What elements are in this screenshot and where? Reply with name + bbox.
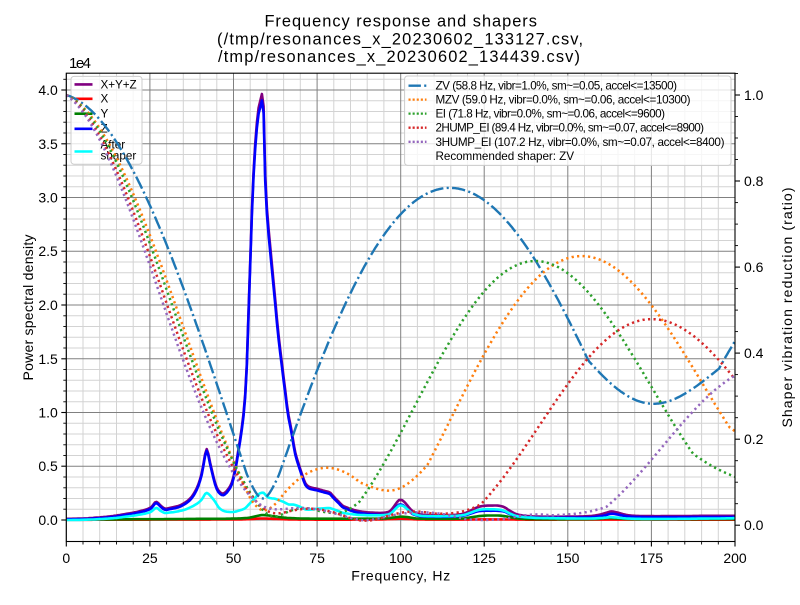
svg-text:3HUMP_EI (107.2 Hz, vibr=0.0%,: 3HUMP_EI (107.2 Hz, vibr=0.0%, sm~=0.07,…	[436, 136, 725, 149]
svg-text:25: 25	[142, 550, 158, 566]
svg-text:0.0: 0.0	[744, 517, 764, 533]
svg-text:Z: Z	[101, 123, 108, 136]
svg-text:125: 125	[473, 550, 497, 566]
svg-text:150: 150	[556, 550, 580, 566]
svg-text:75: 75	[309, 550, 325, 566]
svg-text:3.5: 3.5	[38, 136, 58, 152]
svg-text:0.8: 0.8	[744, 173, 764, 189]
svg-text:X: X	[101, 93, 109, 106]
svg-text:/tmp/resonances_x_20230602_134: /tmp/resonances_x_20230602_134439.csv)	[218, 48, 580, 66]
svg-text:Recommended shaper: ZV: Recommended shaper: ZV	[436, 150, 575, 163]
svg-text:1.0: 1.0	[744, 87, 764, 103]
svg-text:0: 0	[62, 550, 70, 566]
svg-text:MZV (59.0 Hz, vibr=0.0%, sm~=0: MZV (59.0 Hz, vibr=0.0%, sm~=0.06, accel…	[436, 94, 691, 107]
svg-text:Frequency response and shapers: Frequency response and shapers	[264, 12, 537, 30]
svg-text:2.5: 2.5	[38, 243, 58, 259]
svg-text:ZV (58.8 Hz, vibr=1.0%, sm~=0.: ZV (58.8 Hz, vibr=1.0%, sm~=0.05, accel<…	[436, 80, 678, 93]
svg-text:50: 50	[226, 550, 242, 566]
svg-text:Y: Y	[101, 108, 109, 121]
svg-text:0.5: 0.5	[38, 458, 58, 474]
svg-text:2.0: 2.0	[38, 297, 58, 313]
svg-text:0.0: 0.0	[38, 512, 58, 528]
svg-text:Shaper vibration reduction (ra: Shaper vibration reduction (ratio)	[779, 188, 795, 428]
svg-text:0.6: 0.6	[744, 259, 764, 275]
svg-text:0.4: 0.4	[744, 345, 764, 361]
svg-text:Frequency, Hz: Frequency, Hz	[351, 568, 450, 584]
svg-text:200: 200	[723, 550, 747, 566]
svg-text:1.0: 1.0	[38, 405, 58, 421]
svg-text:175: 175	[640, 550, 664, 566]
svg-text:1.5: 1.5	[38, 351, 58, 367]
svg-text:0.2: 0.2	[744, 431, 764, 447]
svg-text:4.0: 4.0	[38, 82, 58, 98]
svg-text:EI (71.8 Hz, vibr=0.0%, sm~=0.: EI (71.8 Hz, vibr=0.0%, sm~=0.06, accel<…	[436, 108, 666, 121]
svg-text:2HUMP_EI (89.4 Hz, vibr=0.0%,: 2HUMP_EI (89.4 Hz, vibr=0.0%, sm~=0.07, …	[436, 122, 705, 135]
svg-text:(/tmp/resonances_x_20230602_13: (/tmp/resonances_x_20230602_133127.csv,	[217, 30, 583, 48]
svg-text:100: 100	[389, 550, 413, 566]
svg-text:1e4: 1e4	[69, 55, 91, 72]
svg-text:3.0: 3.0	[38, 190, 58, 206]
svg-text:shaper: shaper	[101, 150, 137, 163]
svg-text:Power spectral density: Power spectral density	[20, 235, 36, 381]
svg-text:X+Y+Z: X+Y+Z	[101, 78, 137, 91]
